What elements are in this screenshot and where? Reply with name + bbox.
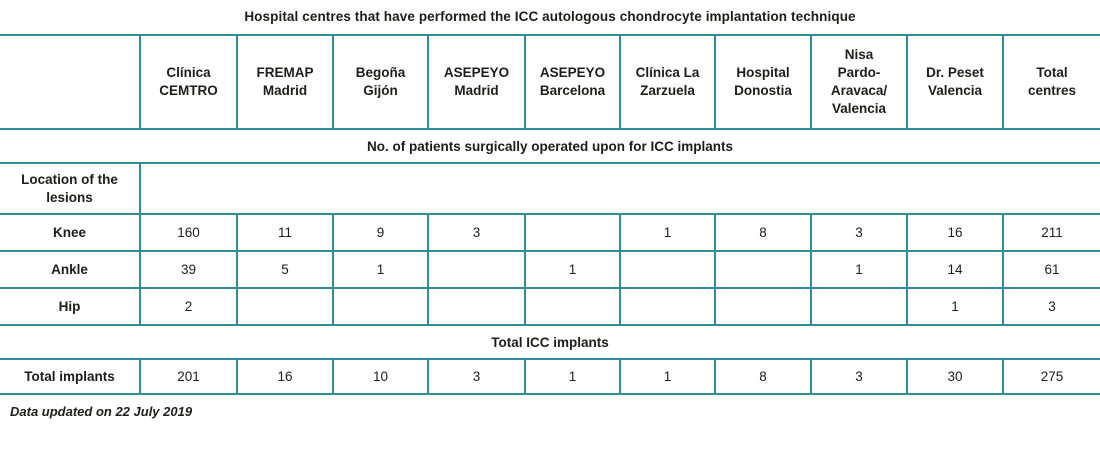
cell <box>524 288 620 325</box>
cell: 211 <box>1002 214 1100 251</box>
row-label-hip: Hip <box>58 298 81 314</box>
cell: 1 <box>524 359 620 394</box>
cell: 39 <box>139 251 237 288</box>
cell: 1 <box>810 251 907 288</box>
cell: 275 <box>1002 359 1100 394</box>
cell: 1 <box>619 214 715 251</box>
row-total-implants: Total implants 201 16 10 3 1 1 8 3 30 27… <box>0 359 1100 394</box>
section-title-totals: Total ICC implants <box>491 334 609 350</box>
cell: 9 <box>332 214 428 251</box>
column-header-total-centres: Total centres <box>1002 35 1100 129</box>
cell <box>427 251 525 288</box>
cell: 3 <box>427 359 525 394</box>
hospital-centres-table: Clínica CEMTRO FREMAP Madrid Begoña Gijó… <box>0 34 1100 395</box>
cell: 3 <box>810 359 907 394</box>
cell: 61 <box>1002 251 1100 288</box>
cell: 1 <box>332 251 428 288</box>
cell: 1 <box>906 288 1003 325</box>
cell <box>332 288 428 325</box>
cell <box>524 214 620 251</box>
page-title: Hospital centres that have performed the… <box>244 9 856 24</box>
column-header-clinica-cemtro: Clínica CEMTRO <box>139 35 237 129</box>
column-header-begona-gijon: Begoña Gijón <box>332 35 428 129</box>
cell <box>619 251 715 288</box>
data-updated-footnote: Data updated on 22 July 2019 <box>10 404 193 419</box>
row-label-total-implants: Total implants <box>24 368 115 384</box>
cell: 16 <box>906 214 1003 251</box>
cell: 5 <box>236 251 333 288</box>
cell: 11 <box>236 214 333 251</box>
column-header-asepeyo-barcelona: ASEPEYO Barcelona <box>524 35 620 129</box>
section-row-patients: No. of patients surgically operated upon… <box>0 129 1100 163</box>
cell: 2 <box>139 288 237 325</box>
column-header-asepeyo-madrid: ASEPEYO Madrid <box>427 35 525 129</box>
cell: 160 <box>139 214 237 251</box>
cell <box>714 251 811 288</box>
cell <box>619 288 715 325</box>
column-header-hospital-donostia: Hospital Donostia <box>714 35 811 129</box>
cell: 10 <box>332 359 428 394</box>
cell: 1 <box>524 251 620 288</box>
cell: 14 <box>906 251 1003 288</box>
row-knee: Knee 160 11 9 3 1 8 3 16 211 <box>0 214 1100 251</box>
row-group-label: Location of the lesions <box>21 171 118 205</box>
row-ankle: Ankle 39 5 1 1 1 14 61 <box>0 251 1100 288</box>
column-header-clinica-la-zarzuela: Clínica La Zarzuela <box>619 35 715 129</box>
cell: 3 <box>810 214 907 251</box>
corner-cell <box>0 35 140 129</box>
row-hip: Hip 2 1 3 <box>0 288 1100 325</box>
cell: 1 <box>619 359 715 394</box>
cell: 3 <box>427 214 525 251</box>
cell: 30 <box>906 359 1003 394</box>
column-header-nisa-pardo-aravaca-valencia: Nisa Pardo- Aravaca/ Valencia <box>810 35 907 129</box>
cell: 201 <box>139 359 237 394</box>
cell: 3 <box>1002 288 1100 325</box>
row-label-knee: Knee <box>52 224 86 240</box>
cell <box>714 288 811 325</box>
row-group-spacer <box>139 163 1100 214</box>
cell <box>810 288 907 325</box>
cell: 16 <box>236 359 333 394</box>
section-title-patients: No. of patients surgically operated upon… <box>366 138 734 154</box>
header-row: Clínica CEMTRO FREMAP Madrid Begoña Gijó… <box>0 35 1100 129</box>
cell <box>236 288 333 325</box>
row-location-of-lesions: Location of the lesions <box>0 163 1100 214</box>
cell <box>427 288 525 325</box>
row-label-ankle: Ankle <box>51 261 88 277</box>
column-header-fremap-madrid: FREMAP Madrid <box>236 35 333 129</box>
column-header-dr-peset-valencia: Dr. Peset Valencia <box>906 35 1003 129</box>
cell: 8 <box>714 214 811 251</box>
cell: 8 <box>714 359 811 394</box>
section-row-totals: Total ICC implants <box>0 325 1100 359</box>
